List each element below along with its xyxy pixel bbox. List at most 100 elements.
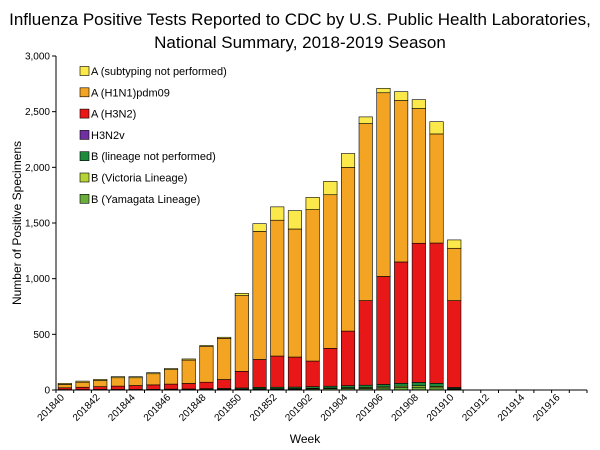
bar-segment <box>181 383 196 390</box>
legend-item: A (subtyping not performed) <box>79 66 227 78</box>
bar-segment <box>110 385 125 390</box>
legend-swatch <box>79 87 90 98</box>
bar-segment <box>270 206 285 221</box>
bar-segment <box>128 376 143 379</box>
x-tick-label: 201912 <box>460 392 492 424</box>
bar-segment <box>358 123 373 301</box>
bar-segment <box>429 133 444 244</box>
bar-stack-201842 <box>93 379 108 391</box>
bar-stack-201850 <box>234 293 249 391</box>
legend-label: B (Yamagata Lineage) <box>91 194 200 206</box>
legend-swatch <box>79 151 90 161</box>
bar-segment <box>75 386 90 390</box>
bar-segment <box>341 330 356 386</box>
bar-stack-201910 <box>447 239 462 391</box>
x-tick-label: 201844 <box>106 392 138 424</box>
legend-swatch <box>79 108 90 119</box>
legend-label: A (H1N1)pdm09 <box>91 87 170 99</box>
bar-segment <box>394 91 409 101</box>
bar-segment <box>110 376 125 379</box>
x-axis-label: Week <box>290 432 321 446</box>
bar-segment <box>252 359 267 388</box>
bar-segment <box>376 87 391 94</box>
bar-segment <box>93 386 108 390</box>
bar-segment <box>164 383 179 390</box>
bar-segment <box>93 379 108 381</box>
legend-label: B (lineage not performed) <box>91 151 216 163</box>
chart-title-line-1: Influenza Positive Tests Reported to CDC… <box>9 10 591 29</box>
bar-stack-201907 <box>394 91 409 391</box>
bar-segment <box>376 92 391 277</box>
bar-segment <box>287 210 302 230</box>
bar-segment <box>128 377 143 386</box>
bar-stack-201908 <box>411 99 426 391</box>
bar-stack-201903 <box>323 181 338 391</box>
bar-segment <box>394 261 409 384</box>
bar-segment <box>146 372 161 375</box>
bar-segment <box>341 167 356 332</box>
bar-segment <box>305 360 320 387</box>
y-axis: 0 500 1,000 1,500 2,000 2,500 3,000 <box>25 52 57 397</box>
legend-item: A (H3N2) <box>79 108 136 121</box>
bar-segment <box>234 295 249 372</box>
y-tick-label: 3,000 <box>25 52 50 63</box>
legend-item: B (lineage not performed) <box>79 151 216 163</box>
bar-stacks <box>57 87 462 391</box>
legend-swatch <box>79 130 90 140</box>
bar-stack-201843 <box>110 376 125 391</box>
bar-segment <box>447 239 462 249</box>
bar-segment <box>411 382 426 387</box>
bar-segment <box>57 383 72 385</box>
bar-segment <box>358 384 373 388</box>
legend-label: H3N2v <box>91 130 125 142</box>
bar-segment <box>146 384 161 390</box>
legend-swatch <box>79 194 90 204</box>
bar-segment <box>376 384 391 388</box>
bar-stack-201844 <box>128 376 143 391</box>
x-axis: 201840 201842 201844 201846 201848 201850 2018… <box>36 389 588 424</box>
bar-segment <box>128 385 143 390</box>
x-tick-label: 201850 <box>213 392 245 424</box>
bar-segment <box>287 228 302 358</box>
bar-segment <box>164 368 179 370</box>
bar-segment <box>341 153 356 168</box>
legend-label: A (subtyping not performed) <box>91 66 227 78</box>
bar-stack-201847 <box>181 358 196 391</box>
legend-item: B (Victoria Lineage) <box>79 173 187 185</box>
x-tick-label: 201910 <box>425 392 457 424</box>
bar-stack-201904 <box>341 153 356 391</box>
bar-segment <box>429 242 444 384</box>
y-tick-label: 1,000 <box>25 274 50 285</box>
legend-label: B (Victoria Lineage) <box>91 173 187 185</box>
legend-item: H3N2v <box>79 130 125 142</box>
bar-segment <box>181 359 196 384</box>
bar-stack-201845 <box>146 372 161 391</box>
x-tick-label: 201914 <box>496 392 528 424</box>
x-tick-label: 201840 <box>36 392 68 424</box>
bar-segment <box>270 355 285 388</box>
bar-segment <box>217 336 232 339</box>
bar-segment <box>305 209 320 362</box>
bar-segment <box>411 99 426 109</box>
x-tick-label: 201902 <box>283 392 315 424</box>
bar-segment <box>181 358 196 361</box>
bar-stack-201901 <box>287 210 302 391</box>
bar-segment <box>110 377 125 387</box>
bar-stack-201906 <box>376 87 391 391</box>
bar-stack-201848 <box>199 345 214 391</box>
x-tick-label: 201904 <box>319 392 351 424</box>
y-tick-label: 2,000 <box>25 163 50 174</box>
bar-segment <box>429 121 444 135</box>
bar-segment <box>146 373 161 386</box>
bar-segment <box>376 276 391 385</box>
bar-segment <box>93 380 108 387</box>
bar-segment <box>234 370 249 389</box>
bar-segment <box>341 385 356 388</box>
x-tick-label: 201906 <box>354 392 386 424</box>
bar-segment <box>270 219 285 357</box>
bar-segment <box>252 231 267 360</box>
bar-segment <box>217 338 232 380</box>
x-tick-label: 201846 <box>142 392 174 424</box>
bar-segment <box>447 300 462 388</box>
bar-segment <box>447 247 462 301</box>
